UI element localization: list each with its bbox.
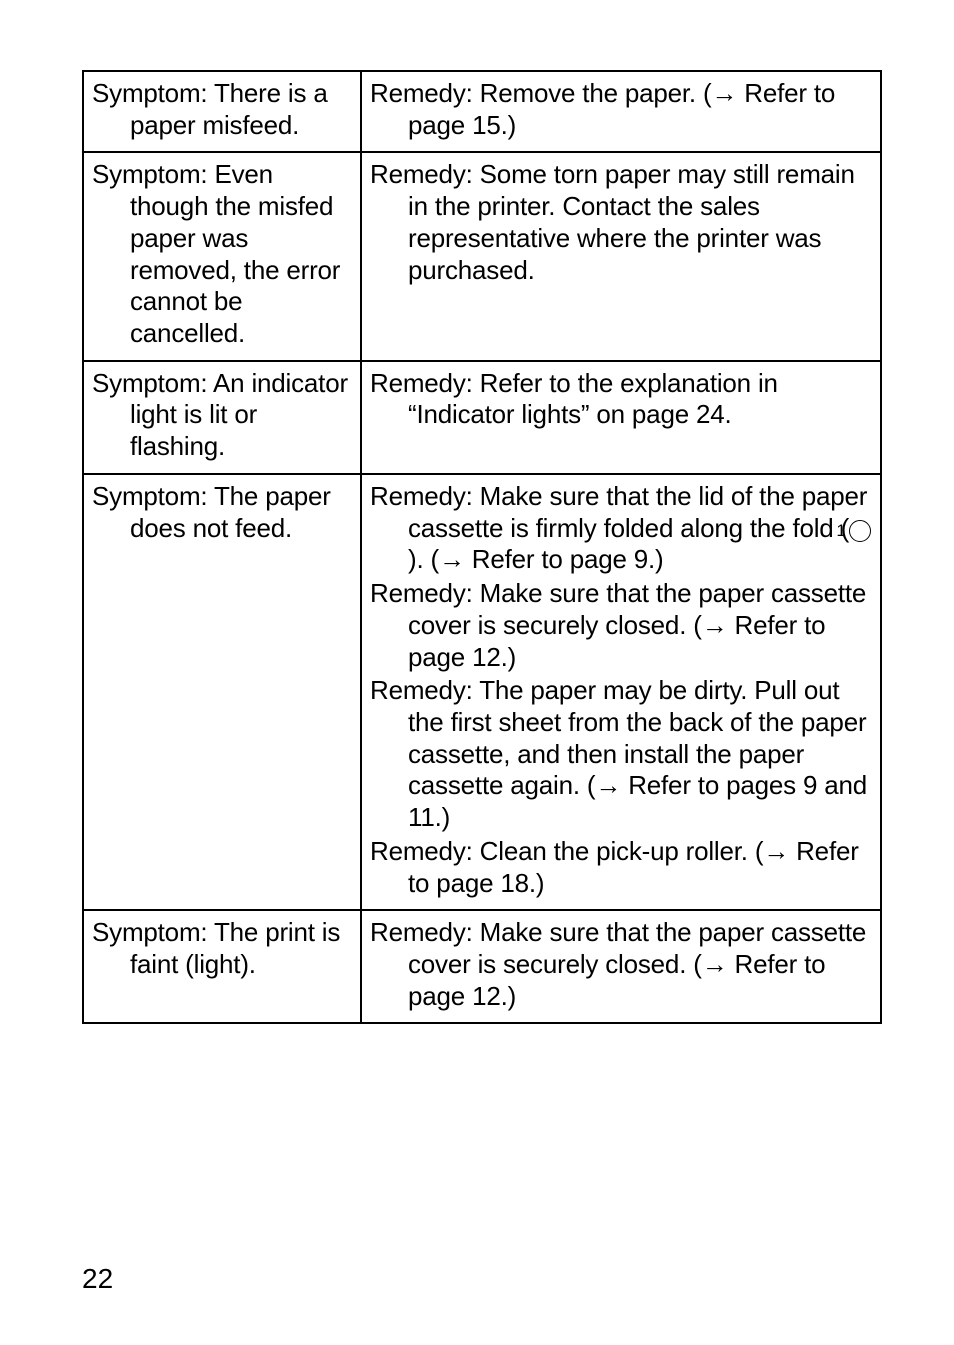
table-body: Symptom: There is a paper misfeed. Remed… xyxy=(83,71,881,1023)
symptom-cell: Symptom: There is a paper misfeed. xyxy=(83,71,361,152)
symptom-cell: Symptom: Even though the misfed paper wa… xyxy=(83,152,361,360)
remedy-text: Remedy: Make sure that the paper cassett… xyxy=(370,917,872,1012)
symptom-text: Symptom: An indicator light is lit or fl… xyxy=(92,368,352,463)
table-row: Symptom: The print is faint (light). Rem… xyxy=(83,910,881,1023)
table-row: Symptom: Even though the misfed paper wa… xyxy=(83,152,881,360)
symptom-text: Symptom: The print is faint (light). xyxy=(92,917,352,980)
table-row: Symptom: There is a paper misfeed. Remed… xyxy=(83,71,881,152)
table-row: Symptom: An indicator light is lit or fl… xyxy=(83,361,881,474)
symptom-cell: Symptom: An indicator light is lit or fl… xyxy=(83,361,361,474)
remedy-text: Remedy: Make sure that the paper cassett… xyxy=(370,578,872,673)
remedy-text: Remedy: Some torn paper may still remain… xyxy=(370,159,872,286)
symptom-cell: Symptom: The print is faint (light). xyxy=(83,910,361,1023)
remedy-text: Remedy: Refer to the explanation in “Ind… xyxy=(370,368,872,431)
page: Symptom: There is a paper misfeed. Remed… xyxy=(0,0,954,1345)
page-number: 22 xyxy=(82,1263,113,1295)
symptom-cell: Symptom: The paper does not feed. xyxy=(83,474,361,910)
remedy-text: Remedy: The paper may be dirty. Pull out… xyxy=(370,675,872,834)
remedy-cell: Remedy: Remove the paper. (→ Refer to pa… xyxy=(361,71,881,152)
troubleshoot-table: Symptom: There is a paper misfeed. Remed… xyxy=(82,70,882,1024)
remedy-text: Remedy: Remove the paper. (→ Refer to pa… xyxy=(370,78,872,141)
table-row: Symptom: The paper does not feed. Remedy… xyxy=(83,474,881,910)
circled-one-icon: 1 xyxy=(849,520,871,542)
remedy-text: Remedy: Clean the pick-up roller. (→ Ref… xyxy=(370,836,872,899)
symptom-text: Symptom: Even though the misfed paper wa… xyxy=(92,159,352,349)
symptom-text: Symptom: There is a paper misfeed. xyxy=(92,78,352,141)
remedy-cell: Remedy: Some torn paper may still remain… xyxy=(361,152,881,360)
remedy-text: Remedy: Make sure that the lid of the pa… xyxy=(370,481,872,576)
remedy-cell: Remedy: Make sure that the paper cassett… xyxy=(361,910,881,1023)
remedy-cell: Remedy: Refer to the explanation in “Ind… xyxy=(361,361,881,474)
remedy-cell: Remedy: Make sure that the lid of the pa… xyxy=(361,474,881,910)
symptom-text: Symptom: The paper does not feed. xyxy=(92,481,352,544)
